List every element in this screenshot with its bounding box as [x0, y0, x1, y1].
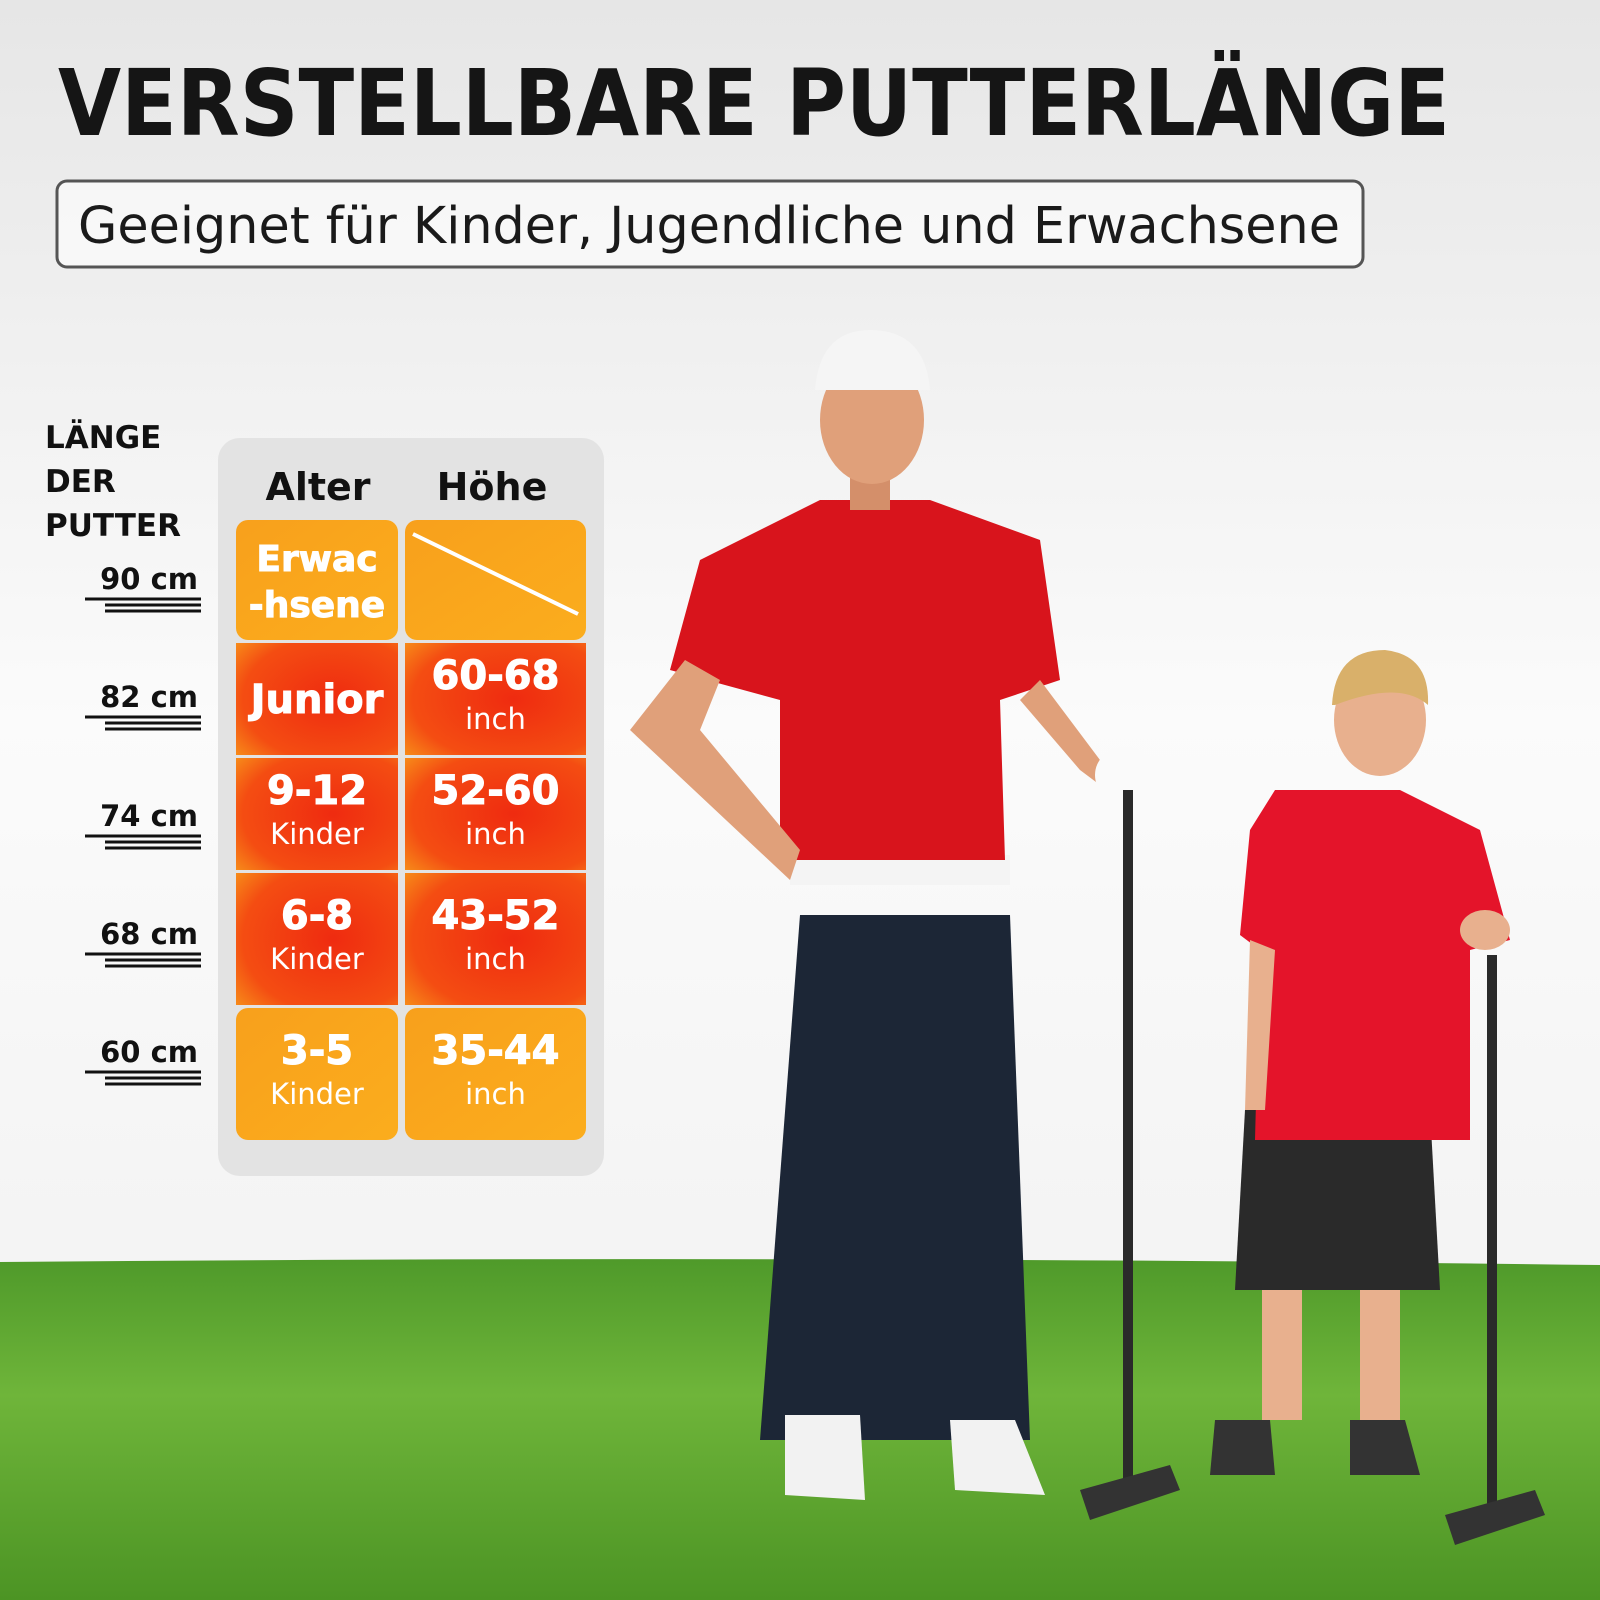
scale-mark: 90 cm	[100, 562, 198, 596]
table-cell	[405, 520, 586, 640]
putter	[1080, 790, 1180, 1520]
boy-hand	[1460, 910, 1510, 950]
diagonal	[412, 532, 579, 616]
man-shoe	[785, 1415, 865, 1500]
putter-head	[1445, 1490, 1545, 1545]
cell-main: 3-5	[281, 1028, 353, 1074]
cell-main: -hsene	[249, 585, 385, 626]
table-cell	[405, 758, 586, 870]
man-glove	[1095, 747, 1155, 803]
man-shirt	[670, 500, 1060, 860]
boy-leg	[1262, 1290, 1302, 1420]
cell-main: 35-44	[432, 1028, 560, 1074]
cell-sub: inch	[465, 1077, 526, 1111]
boy-shoe	[1210, 1420, 1275, 1475]
boy-shoe	[1350, 1420, 1420, 1475]
cell-main: 52-60	[432, 768, 560, 814]
scale-heading: DER	[45, 464, 116, 500]
overlay: LÄNGE DER PUTTER 90 cm 82 cm 74 cm 68 cm 60 cm A…	[45, 420, 586, 1140]
scale-heading: PUTTER	[45, 508, 181, 544]
cell-sub: inch	[465, 702, 526, 736]
man-pants	[760, 915, 1030, 1440]
scale-mark: 60 cm	[100, 1035, 198, 1069]
subtitle-box	[55, 179, 1365, 269]
cell-sub: Kinder	[270, 942, 364, 976]
boy-shorts	[1235, 1110, 1440, 1290]
cell-main: 43-52	[432, 893, 560, 939]
cell-main: 6-8	[281, 893, 353, 939]
table-header: Alter	[265, 465, 370, 509]
boy-arm	[1245, 940, 1275, 1110]
cell-sub: inch	[465, 942, 526, 976]
boy	[1210, 650, 1545, 1545]
cell-sub: Kinder	[270, 817, 364, 851]
boy-hair	[1332, 650, 1429, 705]
table-cell	[236, 1008, 398, 1140]
table-cell	[236, 873, 398, 1005]
table-cell	[405, 873, 586, 1005]
boy-leg	[1360, 1290, 1400, 1420]
cell-main: 9-12	[267, 768, 367, 814]
title: VERSTELLBARE PUTTERLÄNGE	[58, 49, 1450, 157]
scale-heading: LÄNGE	[45, 420, 161, 456]
table-cell	[405, 643, 586, 755]
putter-head	[1080, 1465, 1180, 1520]
cell-main: 60-68	[432, 653, 560, 699]
scale-mark: 74 cm	[100, 799, 198, 833]
table-cell	[236, 758, 398, 870]
man-cap	[815, 330, 930, 390]
man-shoe	[950, 1420, 1045, 1495]
scale-mark: 82 cm	[100, 680, 198, 714]
cell-main: Erwac	[256, 539, 377, 580]
table-header: Höhe	[437, 465, 548, 509]
cell-sub: Kinder	[270, 1077, 364, 1111]
table-cell	[236, 643, 398, 755]
man	[630, 330, 1155, 1500]
boy-shirt	[1240, 790, 1510, 1140]
cell-sub: inch	[465, 817, 526, 851]
table-cell	[236, 520, 398, 640]
man-arm	[630, 660, 800, 880]
scale-mark: 68 cm	[100, 917, 198, 951]
cell-main: Junior	[248, 677, 384, 723]
subtitle: Geeignet für Kinder, Jugendliche und Erw…	[78, 197, 1340, 256]
table-cell	[405, 1008, 586, 1140]
